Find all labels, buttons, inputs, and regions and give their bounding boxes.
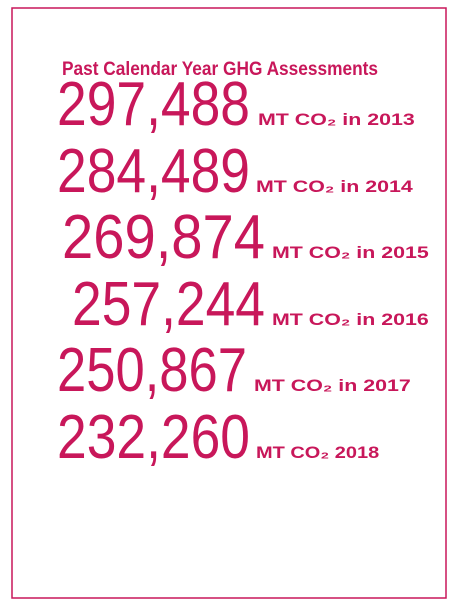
amount: 269,874 — [62, 203, 265, 272]
title: Past Calendar Year GHG Assessments — [62, 59, 378, 80]
amount-label: MT CO₂ in 2017 — [254, 376, 411, 395]
amount-label: MT CO₂ 2018 — [256, 443, 379, 462]
amount-label: MT CO₂ in 2016 — [272, 310, 429, 329]
amount-label: MT CO₂ in 2015 — [272, 243, 429, 262]
amount: 232,260 — [57, 403, 250, 472]
amount-label: MT CO₂ in 2014 — [256, 177, 413, 196]
amount-label: MT CO₂ in 2013 — [258, 110, 415, 129]
amount: 284,489 — [57, 137, 250, 206]
card-border — [11, 7, 447, 599]
amount: 297,488 — [57, 70, 250, 139]
amount: 257,244 — [72, 270, 265, 339]
amount: 250,867 — [57, 336, 247, 405]
